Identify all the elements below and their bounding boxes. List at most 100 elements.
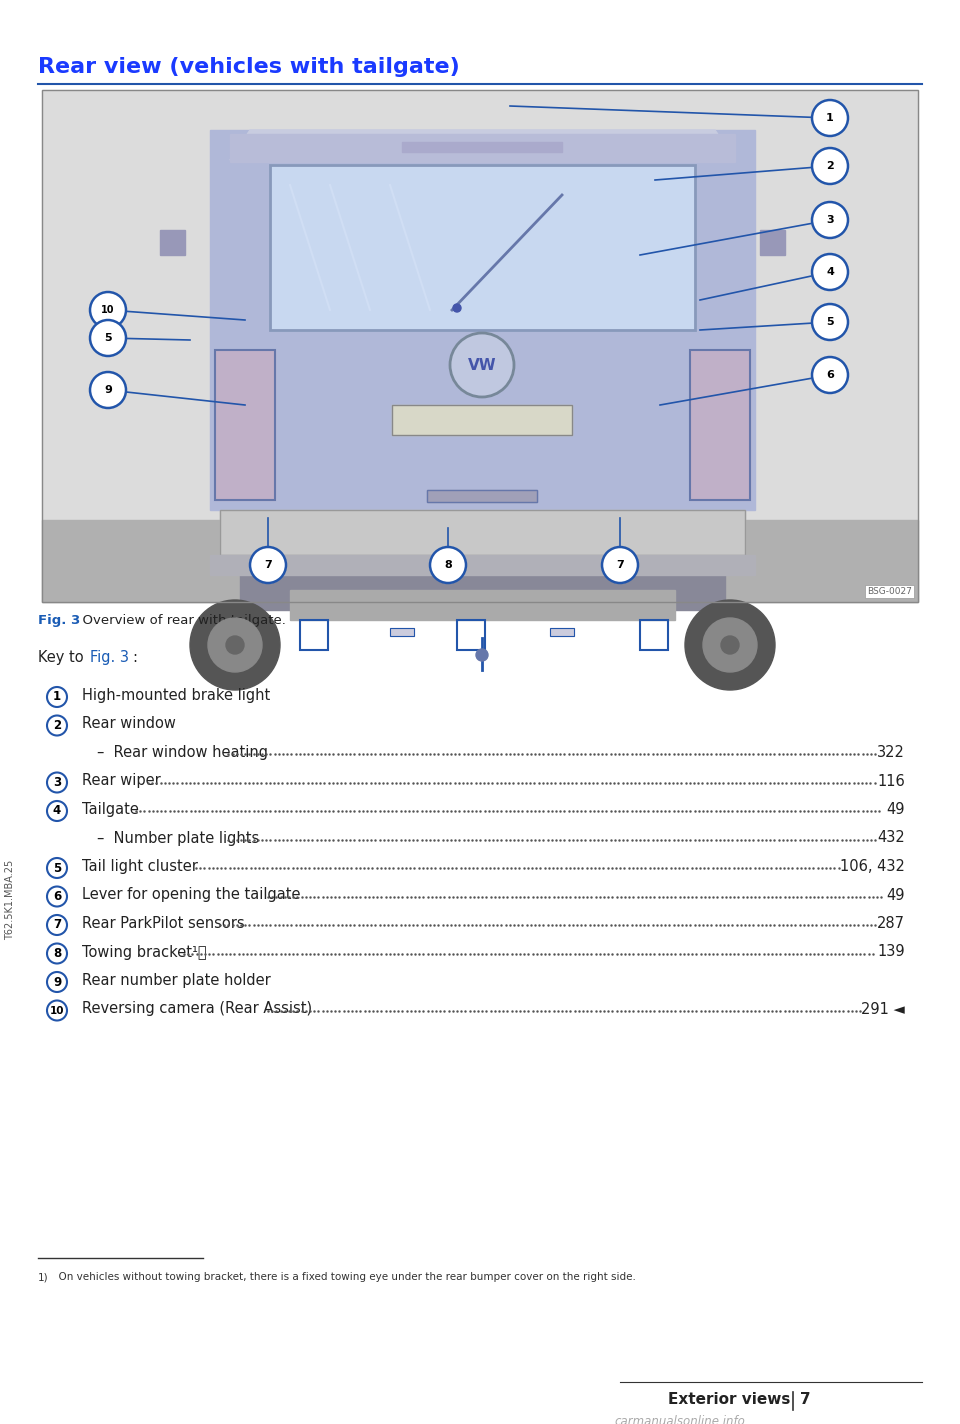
Circle shape xyxy=(90,320,126,356)
Bar xyxy=(220,510,745,555)
Circle shape xyxy=(47,944,67,964)
Bar xyxy=(220,510,745,555)
Text: Lever for opening the tailgate: Lever for opening the tailgate xyxy=(82,887,300,903)
Polygon shape xyxy=(230,130,735,159)
Text: T62.5K1.MBA.25: T62.5K1.MBA.25 xyxy=(5,860,15,940)
Bar xyxy=(390,628,414,637)
Circle shape xyxy=(226,637,244,654)
Text: 9: 9 xyxy=(104,384,112,394)
Circle shape xyxy=(90,372,126,409)
Circle shape xyxy=(190,600,280,691)
Circle shape xyxy=(47,916,67,936)
Text: VW: VW xyxy=(468,357,496,373)
Circle shape xyxy=(47,715,67,736)
Circle shape xyxy=(47,1001,67,1021)
Text: 5: 5 xyxy=(53,862,61,874)
Text: Key to: Key to xyxy=(38,649,88,665)
Circle shape xyxy=(90,292,126,328)
Circle shape xyxy=(812,253,848,290)
Bar xyxy=(215,350,275,500)
Text: Rear view (vehicles with tailgate): Rear view (vehicles with tailgate) xyxy=(38,57,460,77)
Text: On vehicles without towing bracket, there is a fixed towing eye under the rear b: On vehicles without towing bracket, ther… xyxy=(52,1272,636,1282)
Bar xyxy=(210,555,755,575)
Text: 7: 7 xyxy=(53,918,61,931)
Text: Tailgate: Tailgate xyxy=(82,802,139,817)
Text: carmanualsonline.info: carmanualsonline.info xyxy=(614,1415,745,1424)
Text: 287: 287 xyxy=(877,916,905,931)
Circle shape xyxy=(47,887,67,907)
Text: 7: 7 xyxy=(264,560,272,570)
Text: 1): 1) xyxy=(38,1272,49,1282)
Circle shape xyxy=(685,600,775,691)
Text: 49: 49 xyxy=(886,887,905,903)
Text: Tail light cluster: Tail light cluster xyxy=(82,859,198,874)
Bar xyxy=(640,619,668,649)
Bar xyxy=(390,628,414,637)
Circle shape xyxy=(476,649,488,661)
Bar xyxy=(240,575,725,609)
Text: 6: 6 xyxy=(53,890,61,903)
Text: High-mounted brake light: High-mounted brake light xyxy=(82,688,271,703)
Circle shape xyxy=(47,772,67,793)
Text: 1: 1 xyxy=(53,691,61,703)
Text: Rear window: Rear window xyxy=(82,716,176,732)
Bar xyxy=(290,590,675,619)
Circle shape xyxy=(602,547,638,582)
Bar xyxy=(42,90,918,602)
Text: 5: 5 xyxy=(105,333,111,343)
Circle shape xyxy=(47,973,67,993)
Text: 3: 3 xyxy=(827,215,834,225)
Text: 7: 7 xyxy=(800,1393,810,1407)
Text: Fig. 3: Fig. 3 xyxy=(90,649,129,665)
Bar xyxy=(270,165,695,330)
Text: 3: 3 xyxy=(53,776,61,789)
Bar xyxy=(690,350,750,500)
Text: Rear ParkPilot sensors: Rear ParkPilot sensors xyxy=(82,916,245,931)
Text: 139: 139 xyxy=(877,944,905,960)
Circle shape xyxy=(250,547,286,582)
Circle shape xyxy=(453,303,461,312)
Bar xyxy=(690,350,750,500)
Text: –  Number plate lights: – Number plate lights xyxy=(97,830,259,846)
Text: Towing bracket¹⧠: Towing bracket¹⧠ xyxy=(82,944,206,960)
Bar xyxy=(43,91,917,601)
Text: 10: 10 xyxy=(50,1005,64,1015)
Text: 1: 1 xyxy=(827,112,834,122)
Text: 106, 432: 106, 432 xyxy=(840,859,905,874)
Text: –  Rear window heating: – Rear window heating xyxy=(97,745,268,760)
Circle shape xyxy=(208,618,262,672)
Bar xyxy=(160,231,185,255)
Bar xyxy=(210,130,755,510)
Bar xyxy=(270,165,695,330)
Text: :: : xyxy=(132,649,137,665)
Bar xyxy=(427,490,537,503)
Text: Rear wiper: Rear wiper xyxy=(82,773,160,789)
Circle shape xyxy=(721,637,739,654)
Text: 322: 322 xyxy=(877,745,905,760)
Bar xyxy=(300,619,328,649)
Circle shape xyxy=(812,202,848,238)
Bar xyxy=(550,628,574,637)
Circle shape xyxy=(450,333,514,397)
Text: BSG-0027: BSG-0027 xyxy=(867,587,912,597)
Text: 8: 8 xyxy=(444,560,452,570)
Bar xyxy=(402,142,562,152)
Circle shape xyxy=(430,547,466,582)
Circle shape xyxy=(812,100,848,137)
Circle shape xyxy=(812,148,848,184)
Bar xyxy=(392,404,572,434)
Text: 432: 432 xyxy=(877,830,905,846)
Text: Reversing camera (Rear Assist): Reversing camera (Rear Assist) xyxy=(82,1001,312,1017)
Text: Rear number plate holder: Rear number plate holder xyxy=(82,973,271,988)
Circle shape xyxy=(703,618,757,672)
Circle shape xyxy=(47,800,67,822)
Text: 4: 4 xyxy=(826,268,834,278)
Circle shape xyxy=(47,859,67,879)
Circle shape xyxy=(812,357,848,393)
Circle shape xyxy=(812,303,848,340)
Bar xyxy=(550,628,574,637)
Text: Exterior views: Exterior views xyxy=(667,1393,790,1407)
Bar xyxy=(230,134,735,162)
Text: 116: 116 xyxy=(877,773,905,789)
Bar xyxy=(215,350,275,500)
